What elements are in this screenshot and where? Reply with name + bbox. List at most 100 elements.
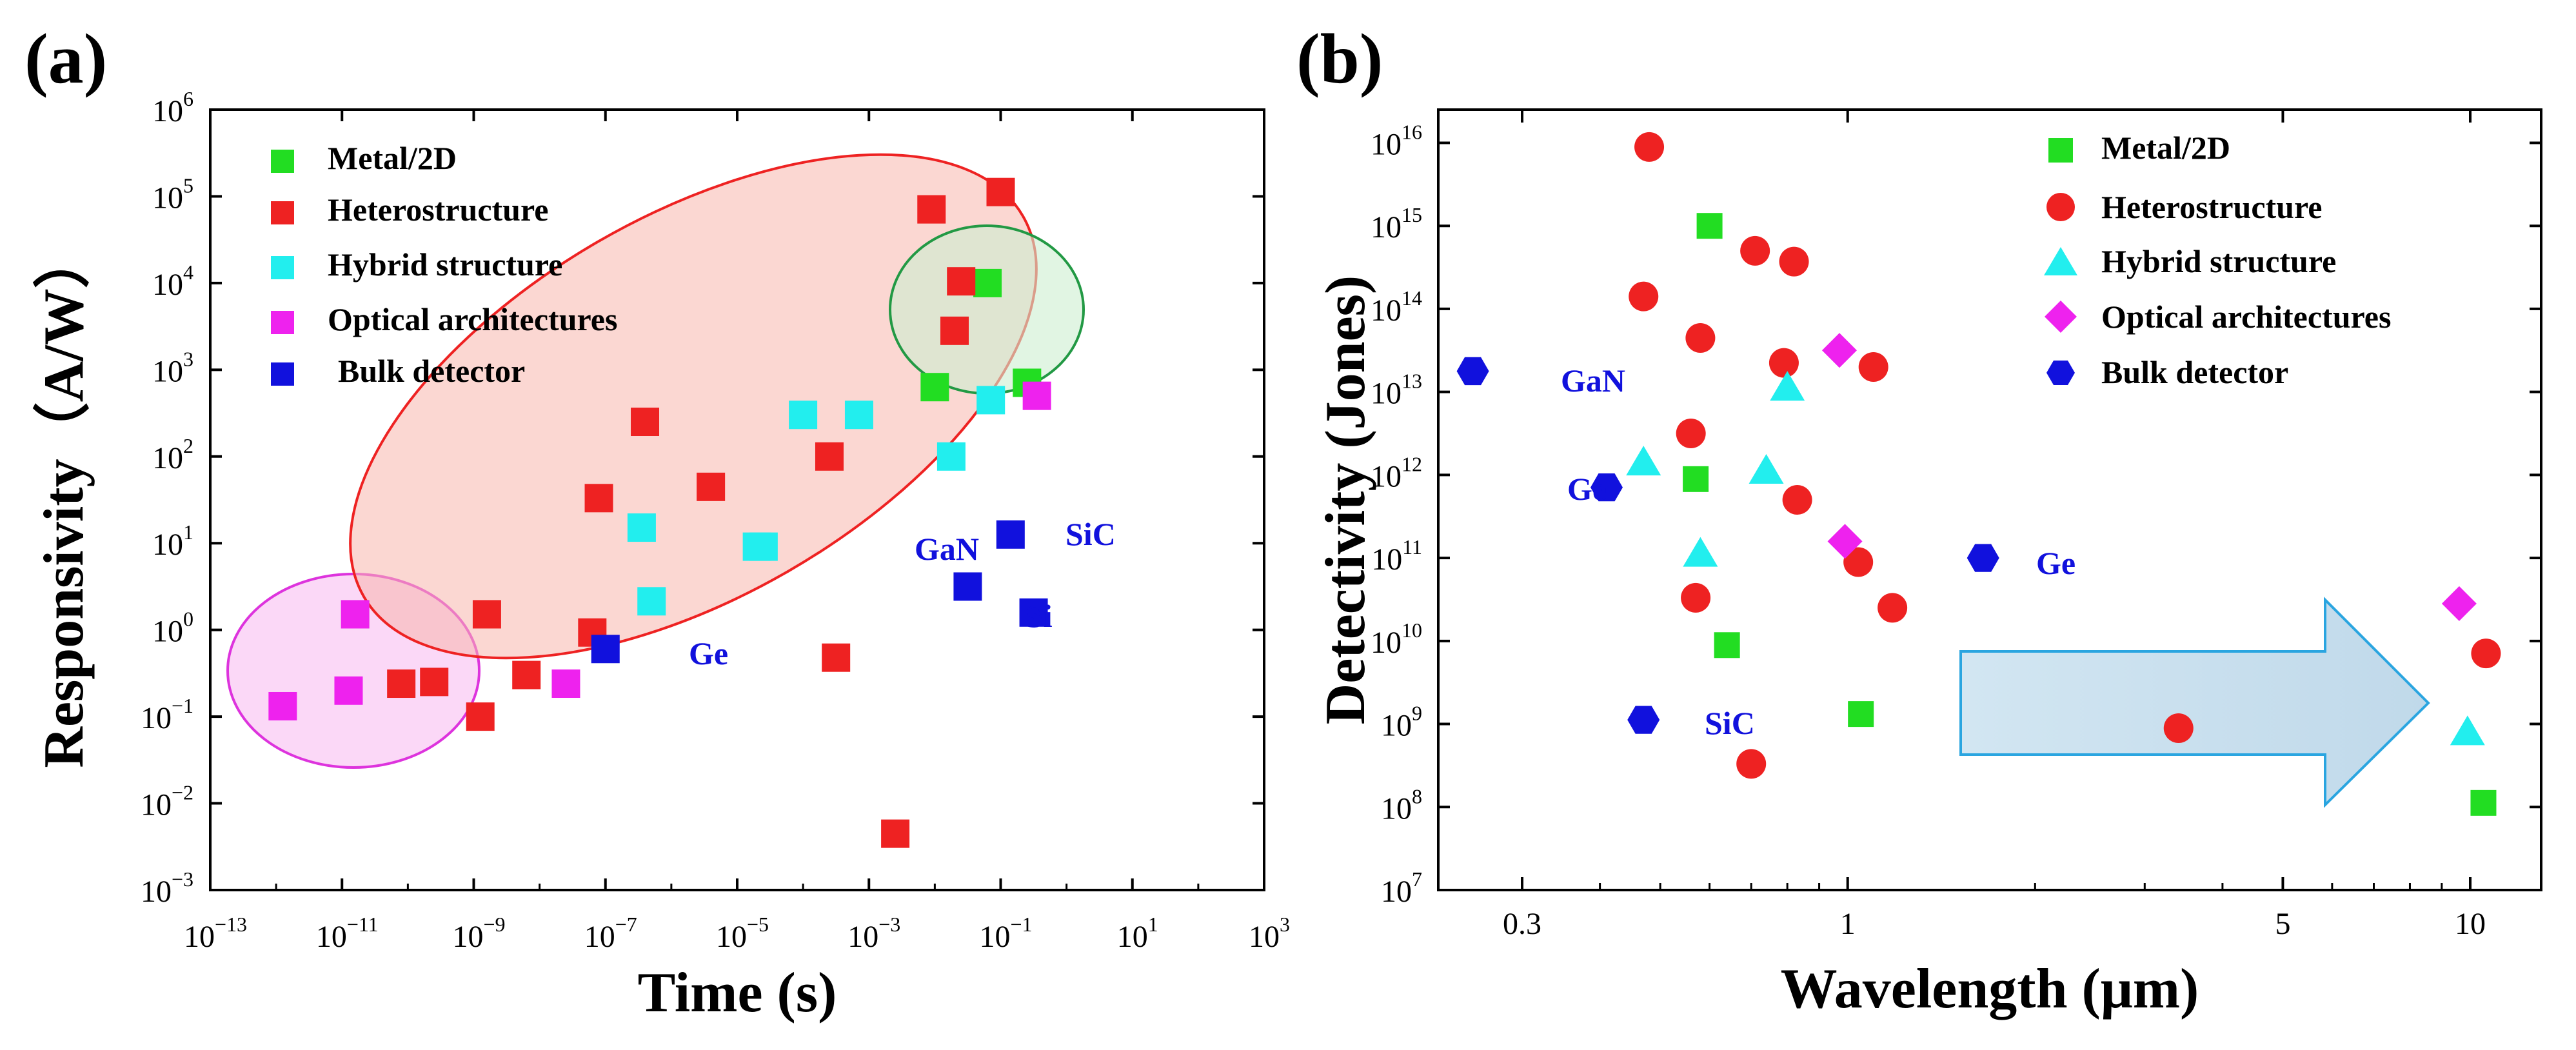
marker-heterostructure-a — [881, 819, 910, 848]
y-tick-label-b-exp: 13 — [1402, 370, 1422, 393]
y-tick-label-a-exp: 3 — [183, 347, 193, 370]
marker-heterostructure-b — [1843, 547, 1874, 577]
x-tick-label-a-exp: −7 — [615, 913, 637, 936]
marker-heterostructure-a — [631, 408, 660, 436]
x-tick-label-a: 10−1 — [979, 913, 1032, 954]
y-tick-label-b-base: 10 — [1381, 709, 1412, 743]
y-tick-label-b: 1011 — [1371, 535, 1422, 577]
marker-heterostructure-b — [1685, 322, 1716, 353]
marker-metal-2d-b — [1696, 213, 1723, 239]
marker-metal-2d-a — [973, 268, 1002, 297]
marker-heterostructure-a — [947, 267, 976, 296]
marker-heterostructure-a — [940, 316, 969, 345]
marker-bulk-detector-a — [953, 572, 982, 601]
y-tick-label-a-base: 10 — [152, 94, 183, 128]
y-tick-label-b: 1016 — [1371, 120, 1422, 161]
panel-b: 0.3 1 5 10107108109101010111012101310141015… — [1296, 19, 2542, 1020]
y-tick-label-a-exp: −3 — [172, 867, 193, 891]
y-tick-label-a: 104 — [152, 261, 193, 302]
marker-hybrid-structure-b — [1770, 371, 1805, 401]
x-tick-label-a: 10−9 — [452, 913, 505, 954]
marker-bulk-detector-b — [1967, 544, 1999, 572]
legend-label-metal-2d-b: Metal/2D — [2101, 130, 2230, 166]
marker-hybrid-structure-b — [1749, 453, 1784, 484]
x-tick-label-a-base: 10 — [847, 920, 878, 954]
x-tick-label-a: 10−13 — [184, 913, 247, 954]
x-tick-label-a: 10−11 — [316, 913, 379, 954]
x-tick-label-a-base: 10 — [1249, 920, 1280, 954]
y-tick-label-a-exp: 2 — [183, 434, 193, 457]
legend-label-hybrid: Hybrid structure — [328, 246, 562, 282]
x-tick-label-a-exp: −1 — [1010, 913, 1032, 936]
marker-heterostructure-a — [512, 660, 541, 689]
y-tick-label-a-exp: 1 — [183, 520, 193, 544]
y-tick-label-a: 10−2 — [141, 781, 193, 822]
x-axis-title-a: Time (s) — [638, 962, 837, 1024]
marker-metal-2d-a — [920, 373, 949, 402]
y-tick-label-a-base: 10 — [141, 875, 172, 909]
y-tick-label-a-base: 10 — [152, 441, 183, 475]
heterostructure-region-ellipse — [349, 153, 1038, 660]
y-tick-label-b-base: 10 — [1381, 875, 1412, 909]
marker-metal-2d-b — [2470, 789, 2497, 816]
marker-optical-architectures-b — [1821, 333, 1857, 368]
marker-hybrid-structure-b — [2450, 715, 2485, 746]
marker-hybrid-structure-a — [749, 532, 778, 561]
legend-marker-hybrid — [271, 256, 294, 279]
x-tick-label-b: 1 — [1840, 907, 1856, 941]
marker-hybrid-structure-a — [627, 513, 656, 542]
marker-heterostructure-b — [1736, 749, 1767, 779]
data-markers-b — [1456, 132, 2501, 816]
legend-a: Metal/2D Heterostructure Hybrid structur… — [271, 140, 617, 389]
annotation-sic-a: SiC — [1065, 516, 1116, 552]
y-tick-label-b: 1013 — [1371, 370, 1422, 411]
y-tick-label-a: 10−1 — [141, 694, 193, 735]
x-tick-label-a-exp: −5 — [747, 913, 769, 936]
legend-label-metal-2d: Metal/2D — [328, 140, 457, 176]
legend-label-hybrid-b: Hybrid structure — [2101, 243, 2336, 279]
marker-metal-2d-b — [1714, 632, 1740, 659]
y-tick-label-a: 10−3 — [141, 867, 193, 909]
legend-label-bulk-b: Bulk detector — [2101, 354, 2288, 390]
marker-heterostructure-b — [1769, 348, 1799, 378]
axis-ticks-b: 0.3 1 5 10107108109101010111012101310141015… — [1371, 110, 2541, 941]
y-tick-label-b-base: 10 — [1381, 791, 1412, 826]
legend-marker-optical — [271, 311, 294, 334]
y-tick-label-b-base: 10 — [1371, 127, 1402, 161]
y-tick-label-b: 1014 — [1371, 286, 1422, 328]
y-tick-label-a-base: 10 — [152, 615, 183, 649]
x-tick-label-a-exp: 1 — [1148, 913, 1158, 936]
y-tick-label-a: 101 — [152, 520, 193, 562]
legend-marker-optical-b — [2045, 301, 2077, 333]
marker-metal-2d-b — [1848, 701, 1874, 728]
legend-label-optical: Optical architectures — [328, 301, 617, 337]
annotation-si-a: Si — [1025, 598, 1053, 634]
x-tick-label-b: 5 — [2275, 907, 2290, 941]
marker-optical-architectures-a — [334, 676, 363, 705]
y-tick-label-a-base: 10 — [152, 268, 183, 302]
marker-heterostructure-b — [1629, 281, 1659, 312]
legend-marker-bulk — [271, 362, 294, 386]
x-tick-label-a: 10−7 — [584, 913, 637, 954]
y-tick-label-a-exp: −1 — [172, 694, 193, 717]
marker-bulk-detector-b — [1456, 357, 1489, 386]
marker-heterostructure-b — [1782, 485, 1812, 515]
plot-frame-b — [1437, 108, 2542, 891]
marker-heterostructure-a — [466, 702, 495, 731]
x-tick-label-a: 101 — [1117, 913, 1158, 954]
y-tick-label-b: 1012 — [1371, 452, 1422, 493]
data-markers-a — [268, 177, 1051, 848]
legend-label-heterostructure: Heterostructure — [328, 192, 548, 228]
y-tick-label-a-base: 10 — [141, 788, 172, 822]
y-tick-label-b: 109 — [1381, 702, 1422, 743]
marker-heterostructure-a — [584, 484, 613, 513]
y-tick-label-b: 107 — [1381, 867, 1422, 909]
marker-optical-architectures-a — [268, 691, 297, 720]
marker-heterostructure-b — [1779, 246, 1809, 277]
x-tick-label-a-exp: −11 — [347, 913, 379, 936]
legend-marker-hybrid-b — [2044, 247, 2077, 275]
y-tick-label-a: 106 — [152, 87, 193, 128]
x-tick-label-b: 10 — [2455, 907, 2486, 941]
y-tick-label-a-base: 10 — [152, 354, 183, 388]
